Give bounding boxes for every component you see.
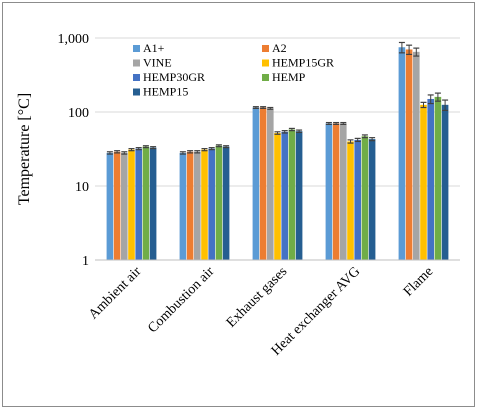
bar <box>179 152 187 260</box>
bar <box>295 131 303 260</box>
x-category-label: Ambient air <box>86 264 144 322</box>
bar <box>281 131 288 260</box>
bar <box>434 96 442 261</box>
bar <box>420 104 427 260</box>
y-axis-title: Temperature [°C] <box>16 93 33 205</box>
y-tick-label: 100 <box>68 106 89 121</box>
legend-label: HEMP15GR <box>272 56 334 70</box>
bar <box>413 51 420 261</box>
y-tick-label: 10 <box>75 180 89 195</box>
legend-swatch <box>262 74 269 81</box>
legend-label: HEMP15 <box>143 85 188 99</box>
bar <box>347 141 354 260</box>
bar <box>215 145 223 260</box>
bar <box>121 152 128 260</box>
legend-label: HEMP <box>272 70 306 84</box>
bar <box>186 151 194 260</box>
bar <box>427 98 434 261</box>
legend-swatch <box>133 45 140 52</box>
bar <box>106 152 114 260</box>
bar <box>222 146 230 260</box>
bar <box>194 151 201 260</box>
bar <box>201 149 208 260</box>
bar <box>208 148 215 260</box>
legend-label: HEMP30GR <box>143 70 205 84</box>
legend-swatch <box>133 59 140 67</box>
bar <box>288 129 296 260</box>
legend-swatch <box>262 45 269 52</box>
bar <box>405 49 413 261</box>
bar <box>332 123 340 261</box>
x-category-label: Combustion air <box>145 264 217 336</box>
bar <box>128 149 135 260</box>
x-category-labels: Ambient air Combustion air Exhaust gasesHe… <box>86 264 436 359</box>
bar <box>142 146 150 260</box>
x-category-label: Flame <box>401 264 436 299</box>
bar <box>259 107 267 260</box>
bar <box>354 139 361 260</box>
bar <box>361 136 369 260</box>
legend: A1+ A2 VINE HEMP15GR HEMP30GR HEMP HEMP15 <box>133 41 334 99</box>
bar <box>441 104 449 260</box>
legend-swatch <box>262 59 269 67</box>
bar <box>325 123 333 261</box>
y-tick-labels: 1 10 100 1,000 <box>58 32 90 269</box>
x-category-label: Exhaust gases <box>224 264 290 330</box>
y-tick-label: 1 <box>82 254 89 269</box>
bar <box>340 123 347 261</box>
chart-frame <box>2 2 475 407</box>
legend-label: VINE <box>143 56 172 70</box>
bar <box>113 151 121 260</box>
error-bars <box>106 41 449 155</box>
bar <box>135 148 142 260</box>
legend-swatch <box>133 88 140 96</box>
bar <box>149 147 157 260</box>
bar <box>252 107 260 260</box>
bar-series <box>106 47 449 261</box>
bar <box>274 133 281 260</box>
legend-label: A2 <box>272 41 287 55</box>
bar <box>368 139 376 260</box>
bar <box>398 47 406 260</box>
legend-label: A1+ <box>143 41 165 55</box>
legend-swatch <box>133 74 140 81</box>
y-tick-label: 1,000 <box>58 32 90 47</box>
bar <box>267 108 274 260</box>
